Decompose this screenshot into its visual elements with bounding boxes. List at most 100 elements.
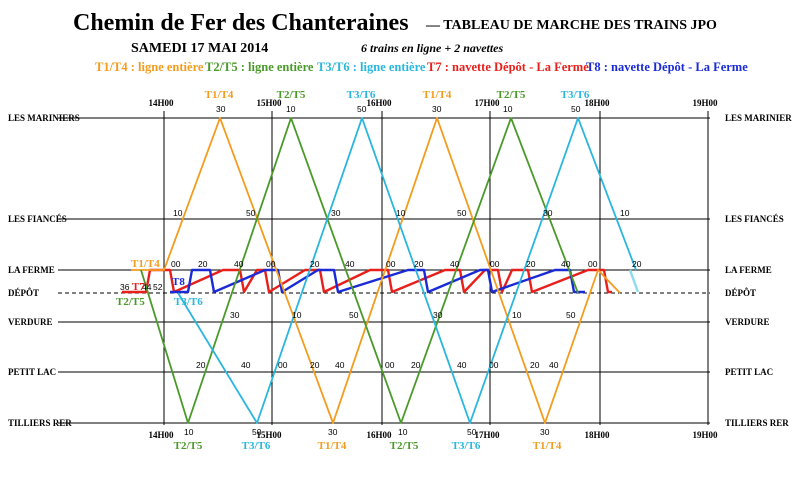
minute-tilliers: 50 [252, 427, 262, 437]
t3-end-segment [628, 269, 640, 293]
train-label-top: T2/T5 [497, 89, 526, 101]
minute-tilliers: 50 [467, 427, 477, 437]
minute-mariniers: 10 [286, 104, 296, 114]
hour-label-top: 16H00 [366, 98, 392, 108]
minute-petitlac: 40 [335, 360, 345, 370]
station-label-right: DÉPÔT [725, 288, 756, 298]
minute-depot: 36 [120, 282, 130, 292]
hour-label-top: 18H00 [584, 98, 610, 108]
minute-verdure: 10 [512, 310, 522, 320]
minute-fiances: 30 [543, 208, 553, 218]
page-title: Chemin de Fer des Chanteraines [73, 10, 409, 36]
train-label-bottom: T3/T6 [452, 440, 481, 452]
station-label-left: LES FIANCÉS [8, 214, 67, 224]
minute-ferme: 20 [526, 259, 536, 269]
train-label-t2-left: T2/T5 [116, 296, 145, 308]
minute-ferme: 40 [234, 259, 244, 269]
date-label: SAMEDI 17 MAI 2014 [131, 41, 269, 56]
train-label-bottom: T2/T5 [390, 440, 419, 452]
station-label-right: PETIT LAC [725, 367, 773, 377]
train-label-top: T2/T5 [277, 89, 306, 101]
train-label-bottom: T1/T4 [533, 440, 562, 452]
legend-t2: T2/T5 : ligne entière [205, 60, 314, 74]
station-label-left: LES MARINIERS [8, 113, 80, 123]
t7-shuttle-path [122, 268, 612, 294]
station-label-right: LA FERME [725, 265, 772, 275]
hour-label-bottom: 14H00 [148, 430, 174, 440]
minute-fiances: 10 [396, 208, 406, 218]
station-label-right: LES MARINIERS [725, 113, 792, 123]
station-label-right: TILLIERS RER [725, 418, 789, 428]
train-count-note: 6 trains en ligne + 2 navettes [361, 41, 504, 55]
hour-label-top: 14H00 [148, 98, 174, 108]
minute-petitlac: 40 [241, 360, 251, 370]
hour-labels: 14H00 14H00 15H00 15H00 16H00 16H00 17H00 17H00… [148, 98, 718, 440]
page-subtitle: — TABLEAU DE MARCHE DES TRAINS JPO [426, 18, 717, 33]
t2-t5-path [140, 117, 579, 424]
train-label-bottom: T1/T4 [318, 440, 347, 452]
minute-mariniers: 50 [571, 104, 581, 114]
minute-ferme: 00 [588, 259, 598, 269]
minute-ferme: 40 [450, 259, 460, 269]
train-label-t8-left: T8 [172, 276, 185, 288]
t3-t6-path [177, 117, 637, 424]
minute-ferme: 40 [345, 259, 355, 269]
minute-mariniers: 30 [216, 104, 226, 114]
legend-t3: T3/T6 : ligne entière [317, 60, 426, 74]
minute-mariniers: 50 [357, 104, 367, 114]
hour-label-top: 17H00 [474, 98, 500, 108]
minute-fiances: 50 [246, 208, 256, 218]
hour-label-top: 19H00 [692, 98, 718, 108]
minute-petitlac: 00 [278, 360, 288, 370]
mainline-train-paths [131, 117, 640, 424]
minute-fiances: 50 [457, 208, 467, 218]
minute-verdure: 10 [292, 310, 302, 320]
minute-fiances: 10 [620, 208, 630, 218]
minute-petitlac: 20 [530, 360, 540, 370]
minute-ferme: 20 [632, 259, 642, 269]
train-label-t3-left: T3/T6 [174, 296, 203, 308]
station-label-left: PETIT LAC [8, 367, 56, 377]
station-label-left: TILLIERS RER [8, 418, 72, 428]
minute-ferme: 00 [171, 259, 181, 269]
train-label-top: T1/T4 [423, 89, 452, 101]
minute-petitlac: 20 [196, 360, 206, 370]
minute-tilliers: 30 [328, 427, 338, 437]
minute-petitlac: 00 [385, 360, 395, 370]
minute-petitlac: 40 [457, 360, 467, 370]
hour-label-bottom: 19H00 [692, 430, 718, 440]
minute-petitlac: 40 [549, 360, 559, 370]
minute-petitlac: 20 [411, 360, 421, 370]
station-label-right: LES FIANCÉS [725, 214, 784, 224]
minute-tilliers: 10 [398, 427, 408, 437]
minute-ferme: 00 [386, 259, 396, 269]
train-label-top: T3/T6 [347, 89, 376, 101]
hour-label-bottom: 15H00 [256, 430, 282, 440]
train-label-bottom: T3/T6 [242, 440, 271, 452]
legend-t7: T7 : navette Dépôt - La Ferme [427, 60, 589, 74]
train-labels: T1/T4 T2/T5 T3/T6 T1/T4 T2/T5 T3/T6 T2/T5 T3/T6… [116, 89, 590, 452]
train-label-t7-left: T7 [132, 281, 145, 293]
minute-tilliers: 30 [540, 427, 550, 437]
minute-labels: 30 10 50 30 10 50 10 50 30 10 50 30 10 00 20 40 00 20 40 00… [120, 104, 642, 437]
minute-ferme: 00 [490, 259, 500, 269]
train-label-top: T1/T4 [205, 89, 234, 101]
t7-shuttle-paths [122, 268, 612, 294]
t8-shuttle-path [170, 268, 585, 294]
minute-depot: 52 [153, 282, 163, 292]
station-label-left: VERDURE [8, 317, 53, 327]
minute-verdure: 50 [566, 310, 576, 320]
train-label-t1-left: T1/T4 [131, 258, 160, 270]
grid-lines [58, 111, 710, 425]
minute-ferme: 20 [310, 259, 320, 269]
minute-mariniers: 10 [503, 104, 513, 114]
t8-shuttle-paths [170, 268, 585, 294]
hour-label-bottom: 17H00 [474, 430, 500, 440]
hour-label-top: 15H00 [256, 98, 282, 108]
minute-verdure: 30 [433, 310, 443, 320]
station-label-left: LA FERME [8, 265, 55, 275]
station-labels: LES MARINIERS LES MARINIERS LES FIANCÉS LES… [8, 113, 792, 428]
minute-ferme: 20 [198, 259, 208, 269]
minute-ferme: 20 [414, 259, 424, 269]
hour-label-bottom: 18H00 [584, 430, 610, 440]
